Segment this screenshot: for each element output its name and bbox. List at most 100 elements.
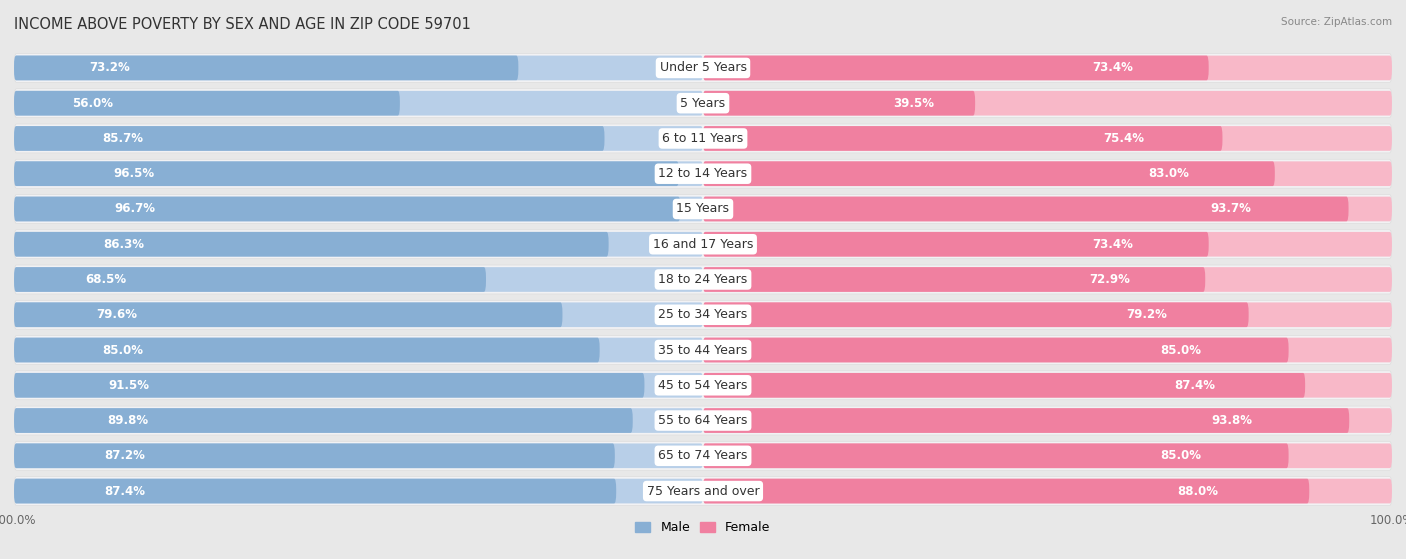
Text: 18 to 24 Years: 18 to 24 Years [658,273,748,286]
Text: 5 Years: 5 Years [681,97,725,110]
Text: 93.7%: 93.7% [1211,202,1251,215]
FancyBboxPatch shape [14,232,609,257]
Text: 12 to 14 Years: 12 to 14 Years [658,167,748,180]
FancyBboxPatch shape [703,479,1392,504]
FancyBboxPatch shape [703,232,1392,257]
FancyBboxPatch shape [14,89,1392,117]
FancyBboxPatch shape [14,91,703,116]
Text: 87.4%: 87.4% [104,485,145,498]
FancyBboxPatch shape [703,162,1275,186]
Text: 35 to 44 Years: 35 to 44 Years [658,344,748,357]
FancyBboxPatch shape [703,302,1392,327]
Text: 96.7%: 96.7% [114,202,155,215]
Text: 75.4%: 75.4% [1104,132,1144,145]
Text: 85.7%: 85.7% [103,132,143,145]
Text: 73.4%: 73.4% [1092,238,1133,251]
FancyBboxPatch shape [703,302,1249,327]
Text: 25 to 34 Years: 25 to 34 Years [658,308,748,321]
Text: 87.2%: 87.2% [104,449,145,462]
Text: 68.5%: 68.5% [84,273,127,286]
FancyBboxPatch shape [703,479,1309,504]
Text: INCOME ABOVE POVERTY BY SEX AND AGE IN ZIP CODE 59701: INCOME ABOVE POVERTY BY SEX AND AGE IN Z… [14,17,471,32]
FancyBboxPatch shape [703,91,976,116]
Text: 55 to 64 Years: 55 to 64 Years [658,414,748,427]
FancyBboxPatch shape [14,267,703,292]
FancyBboxPatch shape [703,408,1392,433]
Text: 89.8%: 89.8% [107,414,148,427]
FancyBboxPatch shape [14,373,703,397]
Text: 83.0%: 83.0% [1149,167,1189,180]
Text: 56.0%: 56.0% [72,97,112,110]
FancyBboxPatch shape [703,373,1305,397]
FancyBboxPatch shape [14,338,599,362]
FancyBboxPatch shape [14,267,486,292]
FancyBboxPatch shape [703,126,1222,151]
FancyBboxPatch shape [14,373,644,397]
FancyBboxPatch shape [14,124,1392,153]
FancyBboxPatch shape [14,300,1392,329]
FancyBboxPatch shape [703,373,1392,397]
Text: 16 and 17 Years: 16 and 17 Years [652,238,754,251]
FancyBboxPatch shape [14,91,399,116]
FancyBboxPatch shape [703,55,1209,80]
Text: 15 Years: 15 Years [676,202,730,215]
FancyBboxPatch shape [14,232,703,257]
Text: 73.2%: 73.2% [90,61,131,74]
Text: 72.9%: 72.9% [1090,273,1130,286]
FancyBboxPatch shape [703,443,1392,468]
Text: 86.3%: 86.3% [103,238,145,251]
Text: 93.8%: 93.8% [1212,414,1253,427]
Text: 45 to 54 Years: 45 to 54 Years [658,379,748,392]
FancyBboxPatch shape [14,197,703,221]
Text: 65 to 74 Years: 65 to 74 Years [658,449,748,462]
FancyBboxPatch shape [14,335,1392,364]
FancyBboxPatch shape [14,159,1392,188]
FancyBboxPatch shape [703,232,1209,257]
Text: 85.0%: 85.0% [1160,449,1201,462]
FancyBboxPatch shape [14,302,703,327]
FancyBboxPatch shape [14,442,1392,470]
Text: Source: ZipAtlas.com: Source: ZipAtlas.com [1281,17,1392,27]
FancyBboxPatch shape [14,408,633,433]
FancyBboxPatch shape [703,126,1392,151]
Text: 75 Years and over: 75 Years and over [647,485,759,498]
FancyBboxPatch shape [14,162,679,186]
FancyBboxPatch shape [703,91,1392,116]
FancyBboxPatch shape [14,55,519,80]
FancyBboxPatch shape [14,443,614,468]
Text: 91.5%: 91.5% [108,379,149,392]
FancyBboxPatch shape [14,55,703,80]
FancyBboxPatch shape [14,162,703,186]
FancyBboxPatch shape [14,338,703,362]
FancyBboxPatch shape [14,371,1392,400]
FancyBboxPatch shape [14,477,1392,505]
FancyBboxPatch shape [14,126,605,151]
FancyBboxPatch shape [703,162,1392,186]
FancyBboxPatch shape [703,443,1289,468]
FancyBboxPatch shape [703,267,1392,292]
FancyBboxPatch shape [14,408,703,433]
FancyBboxPatch shape [703,338,1392,362]
Text: 73.4%: 73.4% [1092,61,1133,74]
FancyBboxPatch shape [703,338,1289,362]
Text: Under 5 Years: Under 5 Years [659,61,747,74]
Text: 85.0%: 85.0% [101,344,143,357]
FancyBboxPatch shape [14,230,1392,259]
FancyBboxPatch shape [14,302,562,327]
Text: 79.2%: 79.2% [1126,308,1167,321]
FancyBboxPatch shape [14,54,1392,82]
FancyBboxPatch shape [703,197,1392,221]
FancyBboxPatch shape [14,265,1392,294]
FancyBboxPatch shape [14,195,1392,224]
FancyBboxPatch shape [14,443,703,468]
FancyBboxPatch shape [703,197,1348,221]
FancyBboxPatch shape [14,479,616,504]
Text: 85.0%: 85.0% [1160,344,1201,357]
Text: 96.5%: 96.5% [114,167,155,180]
FancyBboxPatch shape [703,55,1392,80]
FancyBboxPatch shape [14,197,681,221]
FancyBboxPatch shape [703,267,1205,292]
FancyBboxPatch shape [703,408,1350,433]
Text: 79.6%: 79.6% [97,308,138,321]
Text: 88.0%: 88.0% [1177,485,1219,498]
